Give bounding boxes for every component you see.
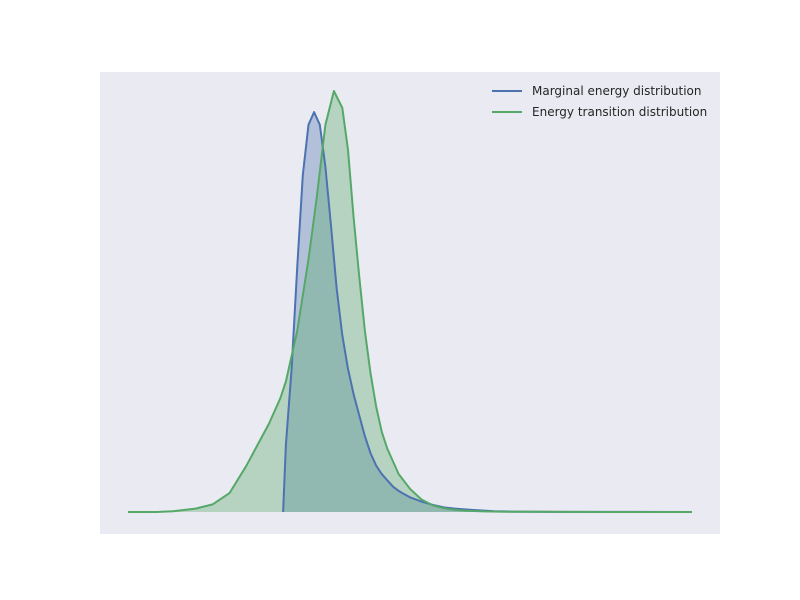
legend-label-marginal: Marginal energy distribution bbox=[532, 84, 702, 98]
legend: Marginal energy distribution Energy tran… bbox=[492, 84, 707, 119]
area-marginal bbox=[283, 112, 692, 512]
plot-background bbox=[100, 72, 720, 534]
line-transition bbox=[128, 90, 692, 513]
legend-label-transition: Energy transition distribution bbox=[532, 105, 707, 119]
series-layer bbox=[128, 90, 693, 513]
